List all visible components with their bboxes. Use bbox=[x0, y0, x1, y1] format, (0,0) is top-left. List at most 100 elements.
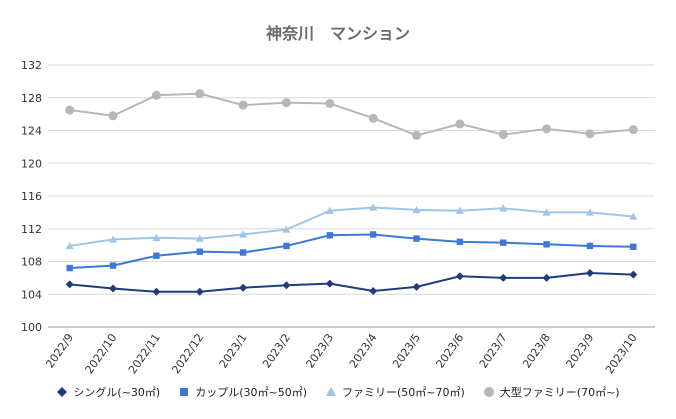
data-point bbox=[282, 225, 291, 233]
legend-label: シングル(~30㎡) bbox=[73, 386, 161, 399]
data-point bbox=[542, 208, 551, 216]
data-point bbox=[542, 124, 552, 134]
data-point bbox=[629, 270, 638, 279]
data-point bbox=[108, 111, 118, 121]
x-tick-label: 2023/3 bbox=[303, 331, 336, 370]
y-tick-label: 112 bbox=[21, 223, 42, 236]
x-tick-label: 2023/9 bbox=[564, 331, 597, 370]
x-tick-label: 2023/1 bbox=[217, 331, 250, 370]
data-point bbox=[152, 233, 161, 241]
x-tick-label: 2023/8 bbox=[520, 331, 553, 370]
data-point bbox=[412, 130, 422, 140]
data-point bbox=[455, 206, 464, 214]
data-point bbox=[195, 287, 204, 296]
y-tick-label: 100 bbox=[21, 321, 42, 334]
legend-marker bbox=[483, 387, 494, 397]
data-point bbox=[500, 239, 507, 246]
y-tick-label: 132 bbox=[21, 59, 42, 72]
y-tick-label: 116 bbox=[21, 190, 42, 203]
data-point bbox=[325, 98, 335, 108]
data-point bbox=[585, 129, 595, 139]
series-line bbox=[69, 92, 634, 137]
data-point bbox=[585, 208, 594, 216]
data-point bbox=[239, 283, 248, 292]
data-point bbox=[499, 273, 508, 282]
data-point bbox=[585, 268, 594, 277]
legend-item: シングル(~30㎡) bbox=[56, 384, 160, 400]
data-point bbox=[65, 241, 74, 250]
data-point bbox=[195, 234, 204, 242]
data-point bbox=[281, 98, 291, 108]
y-tick-label: 128 bbox=[21, 92, 42, 105]
data-point bbox=[455, 272, 464, 281]
data-point bbox=[325, 206, 334, 214]
data-point bbox=[455, 119, 465, 129]
x-tick-label: 2023/10 bbox=[603, 331, 640, 376]
data-point bbox=[109, 284, 118, 293]
data-point bbox=[412, 282, 421, 291]
data-point bbox=[57, 387, 68, 397]
data-point bbox=[238, 100, 248, 110]
data-point bbox=[483, 387, 494, 397]
legend-label: ファミリー(50㎡~70㎡) bbox=[342, 386, 465, 399]
data-point bbox=[180, 388, 189, 396]
data-point bbox=[65, 280, 74, 289]
y-tick-label: 124 bbox=[21, 125, 42, 138]
data-point bbox=[413, 235, 420, 242]
legend-item: 大型ファミリー(70㎡~) bbox=[483, 384, 620, 400]
series-line bbox=[69, 206, 634, 247]
data-point bbox=[369, 231, 377, 238]
legend-label: 大型ファミリー(70㎡~) bbox=[499, 386, 620, 399]
data-point bbox=[239, 249, 247, 256]
legend: シングル(~30㎡) カップル(30㎡~50㎡) ファミリー(50㎡~70㎡) 大型フ… bbox=[0, 384, 676, 400]
legend-item: ファミリー(50㎡~70㎡) bbox=[325, 384, 465, 400]
legend-marker bbox=[180, 388, 189, 396]
x-tick-label: 2023/6 bbox=[434, 331, 467, 370]
x-tick-label: 2023/5 bbox=[390, 331, 423, 370]
data-point bbox=[152, 287, 161, 296]
data-point bbox=[282, 281, 291, 290]
data-point bbox=[499, 204, 508, 212]
legend-marker bbox=[326, 387, 336, 396]
data-point bbox=[196, 248, 203, 255]
data-point bbox=[283, 242, 290, 250]
data-point bbox=[629, 212, 638, 220]
y-tick-label: 104 bbox=[21, 288, 42, 301]
data-point bbox=[109, 262, 117, 269]
chart-title: 神奈川 マンション bbox=[265, 24, 410, 43]
data-point bbox=[412, 205, 421, 214]
data-point bbox=[628, 125, 638, 135]
data-point bbox=[542, 273, 551, 282]
data-point bbox=[630, 243, 637, 250]
data-point bbox=[543, 241, 550, 248]
series-line bbox=[69, 233, 634, 270]
x-tick-label: 2023/7 bbox=[477, 331, 510, 370]
data-point bbox=[66, 264, 73, 272]
data-point bbox=[153, 252, 160, 259]
legend-item: カップル(30㎡~50㎡) bbox=[178, 384, 307, 400]
x-tick-label: 2022/10 bbox=[83, 331, 120, 376]
data-point bbox=[369, 203, 378, 211]
y-tick-label: 108 bbox=[21, 256, 42, 269]
data-point bbox=[498, 130, 508, 140]
x-tick-label: 2022/12 bbox=[169, 331, 206, 376]
data-point bbox=[326, 387, 336, 396]
data-point bbox=[239, 230, 248, 238]
data-point bbox=[456, 238, 464, 246]
data-point bbox=[325, 279, 334, 288]
data-point bbox=[195, 89, 205, 99]
data-point bbox=[109, 235, 118, 243]
x-tick-label: 2022/9 bbox=[43, 331, 76, 370]
data-point bbox=[151, 90, 161, 100]
y-tick-label: 120 bbox=[21, 157, 42, 170]
x-tick-label: 2022/11 bbox=[126, 331, 163, 376]
data-point bbox=[368, 113, 378, 123]
x-tick-label: 2023/4 bbox=[347, 331, 380, 370]
data-point bbox=[369, 286, 378, 295]
legend-label: カップル(30㎡~50㎡) bbox=[195, 386, 307, 399]
legend-marker bbox=[57, 387, 68, 397]
x-tick-label: 2023/2 bbox=[260, 331, 293, 370]
data-point bbox=[326, 232, 334, 239]
